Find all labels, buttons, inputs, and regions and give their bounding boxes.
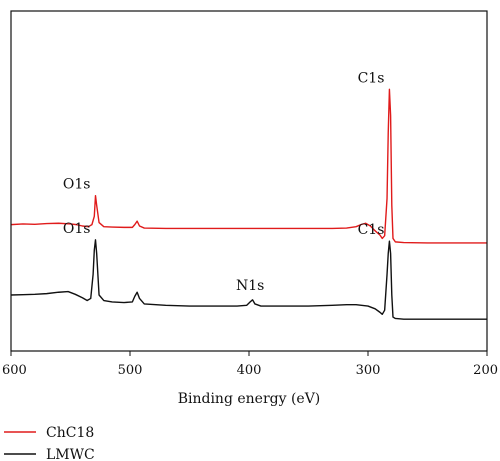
peak-annotations: C1s O1s O1s N1s C1s xyxy=(63,70,385,294)
x-tick-label-500: 500 xyxy=(118,363,143,378)
x-axis-ticks: 600 500 400 300 200 xyxy=(2,351,498,378)
legend-label-chc18: ChC18 xyxy=(46,425,94,441)
plot-lines xyxy=(10,88,487,320)
series-line-chc18 xyxy=(10,88,487,244)
peak-label-n1s-lmwc: N1s xyxy=(236,278,264,294)
x-tick-label-600: 600 xyxy=(2,363,27,378)
x-axis-label: Binding energy (eV) xyxy=(178,391,321,407)
series-line-lmwc xyxy=(10,239,487,320)
x-tick-label-300: 300 xyxy=(356,363,381,378)
x-tick-label-400: 400 xyxy=(237,363,262,378)
peak-label-c1s-lmwc: C1s xyxy=(358,222,385,238)
peak-label-o1s-chc18: O1s xyxy=(63,177,91,193)
legend-label-lmwc: LMWC xyxy=(46,447,95,461)
legend: ChC18 LMWC xyxy=(4,425,95,461)
peak-label-o1s-lmwc: O1s xyxy=(63,221,91,237)
peak-label-c1s-chc18: C1s xyxy=(358,70,385,86)
x-tick-label-200: 200 xyxy=(473,363,498,378)
